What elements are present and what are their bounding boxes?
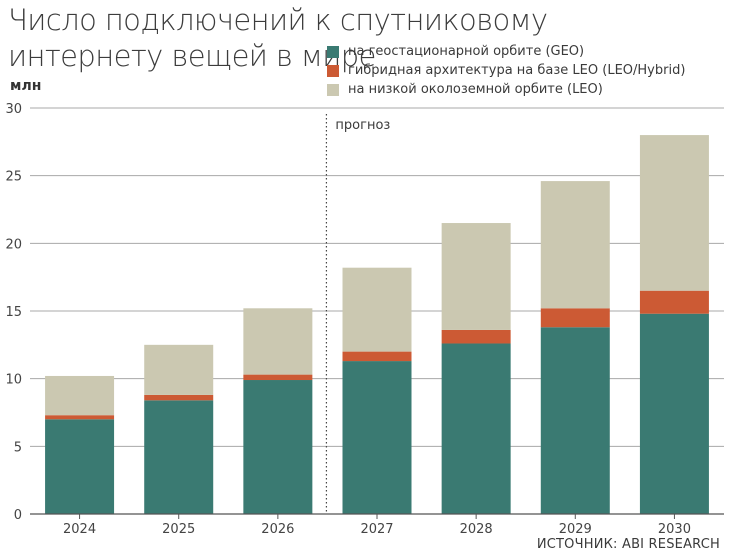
legend-item-leo: на низкой околоземной орбите (LEO) <box>327 80 685 99</box>
x-tick-label-2026: 2026 <box>261 522 294 537</box>
y-tick-label-25: 25 <box>5 170 22 185</box>
y-tick-label-30: 30 <box>5 102 22 117</box>
y-axis-unit-label: млн <box>10 78 42 94</box>
chart-legend: на геостационарной орбите (GEO) гибридна… <box>327 42 685 99</box>
legend-item-geo: на геостационарной орбите (GEO) <box>327 42 685 61</box>
bar-leo-2028 <box>441 223 511 330</box>
bar-hybrid-2029 <box>540 308 610 328</box>
bar-geo-2026 <box>243 380 313 514</box>
bar-geo-2025 <box>144 400 214 514</box>
y-tick-label-20: 20 <box>5 237 22 252</box>
x-tick-label-2028: 2028 <box>460 522 493 537</box>
bar-hybrid-2030 <box>639 290 709 314</box>
bar-leo-2029 <box>540 181 610 309</box>
forecast-label: прогноз <box>335 118 390 133</box>
legend-swatch-leo <box>327 83 339 96</box>
bar-geo-2029 <box>540 327 610 514</box>
bar-hybrid-2027 <box>342 351 412 362</box>
bar-geo-2024 <box>45 419 115 514</box>
y-tick-label-0: 0 <box>14 508 22 523</box>
bar-hybrid-2028 <box>441 329 511 344</box>
y-tick-label-10: 10 <box>5 373 22 388</box>
legend-label-leo: на низкой околоземной орбите (LEO) <box>348 82 603 97</box>
legend-label-geo: на геостационарной орбите (GEO) <box>348 44 585 59</box>
x-tick-label-2025: 2025 <box>162 522 195 537</box>
legend-item-hybrid: гибридная архитектура на базе LEO (LEO/H… <box>327 61 685 80</box>
bar-geo-2030 <box>639 313 709 514</box>
bar-leo-2025 <box>144 344 214 395</box>
x-tick-label-2030: 2030 <box>658 522 691 537</box>
source-note: ИСТОЧНИК: ABI RESEARCH <box>536 537 720 552</box>
x-tick-label-2024: 2024 <box>63 522 96 537</box>
x-tick-label-2027: 2027 <box>360 522 393 537</box>
bar-leo-2026 <box>243 308 313 375</box>
bar-leo-2027 <box>342 267 412 352</box>
chart-title: Число подключений к спутниковому интерне… <box>8 3 548 73</box>
bar-leo-2030 <box>639 135 709 291</box>
legend-label-hybrid: гибридная архитектура на базе LEO (LEO/H… <box>348 63 686 78</box>
y-tick-label-5: 5 <box>14 440 22 455</box>
y-tick-label-15: 15 <box>5 305 22 320</box>
legend-swatch-geo <box>327 45 339 58</box>
bar-hybrid-2025 <box>144 394 214 401</box>
bar-geo-2027 <box>342 361 412 514</box>
bar-leo-2024 <box>45 375 115 416</box>
bar-hybrid-2024 <box>45 415 115 420</box>
bar-hybrid-2026 <box>243 374 313 381</box>
x-tick-label-2029: 2029 <box>559 522 592 537</box>
legend-swatch-hybrid <box>327 64 339 77</box>
bar-geo-2028 <box>441 343 511 514</box>
